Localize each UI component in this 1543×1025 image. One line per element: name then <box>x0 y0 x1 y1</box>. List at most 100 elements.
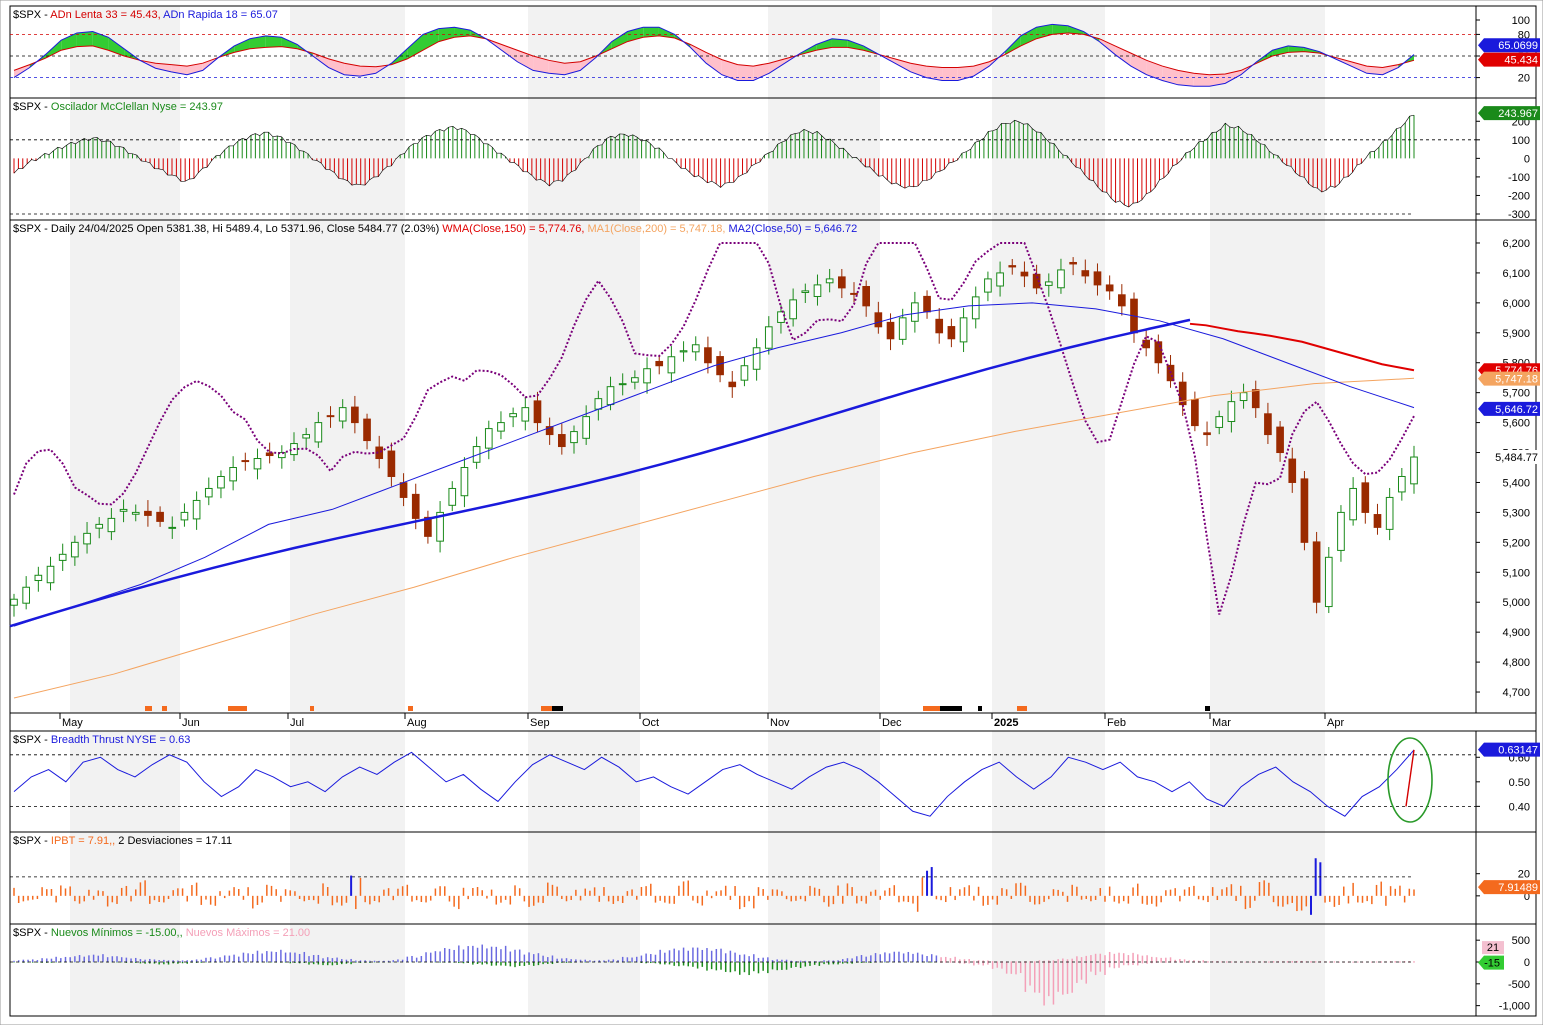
legend-entry: ADn Rapida 18 = 65.07 <box>163 9 278 21</box>
candle-body <box>1203 432 1211 436</box>
ticker-label: $SPX - <box>13 835 51 847</box>
candle-body <box>813 284 822 297</box>
bull-fill <box>407 34 423 59</box>
oscillator-line <box>13 114 1415 208</box>
value-readout-label: 5,646.72 <box>1495 404 1538 416</box>
month-band <box>70 220 180 713</box>
y-tick-label: 5,600 <box>1502 418 1530 430</box>
event-marker <box>541 706 552 711</box>
y-tick-label: 5,700 <box>1502 388 1530 400</box>
candle-body <box>95 523 104 529</box>
month-band <box>768 832 880 924</box>
candle-body <box>460 467 469 497</box>
candle-body <box>850 292 858 295</box>
bear-fill <box>533 56 549 74</box>
candle-body <box>643 368 651 384</box>
y-tick-label: 6,200 <box>1502 238 1530 250</box>
candle-body <box>46 565 55 584</box>
candle-body <box>34 574 43 582</box>
candle-body <box>10 598 18 606</box>
bear-fill <box>187 63 203 75</box>
pane-legend: $SPX - Breadth Thrust NYSE = 0.63 <box>13 734 190 746</box>
event-marker <box>228 706 247 711</box>
value-readout <box>1478 450 1540 465</box>
candle-body <box>923 295 931 313</box>
candle-body <box>58 553 67 561</box>
month-band <box>1210 832 1325 924</box>
y-tick-label: 6,000 <box>1502 298 1530 310</box>
ticker-label: $SPX - <box>13 9 50 21</box>
legend-entry: Breadth Thrust NYSE = 0.63 <box>51 734 191 746</box>
bear-fill <box>1209 74 1226 87</box>
candle-body <box>886 321 895 340</box>
legend-entry: Nuevos Mínimos = -15.00,, <box>51 927 186 939</box>
bear-fill <box>894 58 911 72</box>
bear-fill <box>926 66 943 81</box>
candle-body <box>1410 456 1418 485</box>
bull-fill <box>611 31 628 49</box>
candle-body <box>1373 514 1382 528</box>
y-tick-label: 5,100 <box>1502 567 1530 579</box>
candle-body <box>1178 381 1187 406</box>
bull-fill <box>45 40 62 59</box>
legend-entry: Oscilador McClellan Nyse = 243.97 <box>51 101 223 113</box>
candle-body <box>667 356 676 374</box>
candle-body <box>1264 413 1272 436</box>
bull-fill <box>234 38 250 53</box>
month-band <box>768 924 880 1016</box>
value-readout-label: 7.91489 <box>1498 882 1538 894</box>
bear-fill <box>753 63 770 81</box>
value-readout-label: 0.63147 <box>1498 745 1538 757</box>
candle-body <box>253 458 262 470</box>
candle-body <box>83 532 91 545</box>
x-tick-label: Jun <box>182 717 200 729</box>
y-tick-label: 0 <box>1524 891 1530 903</box>
candle-body <box>1008 265 1017 268</box>
bull-fill <box>816 38 832 51</box>
month-band <box>528 832 640 924</box>
candle-body <box>752 347 761 370</box>
breadth-thrust-spike <box>1405 749 1415 807</box>
y-tick-label: 5,300 <box>1502 507 1530 519</box>
candle-body <box>862 286 871 307</box>
month-band <box>70 924 180 1016</box>
bear-fill <box>1366 66 1383 75</box>
month-band <box>528 220 640 713</box>
value-readout <box>1482 941 1504 955</box>
value-readout-label: 243.967 <box>1498 108 1538 120</box>
candle-body <box>326 415 335 418</box>
candle-body <box>984 278 992 293</box>
candle-body <box>277 452 286 459</box>
event-marker <box>310 706 314 711</box>
x-tick-label: 2025 <box>994 717 1018 729</box>
candle-body <box>1288 458 1297 483</box>
y-tick-label: -300 <box>1508 209 1530 221</box>
month-band <box>290 220 405 713</box>
series-line-fast <box>13 23 1415 87</box>
candle-body <box>716 356 724 376</box>
candle-body <box>448 487 457 506</box>
y-tick-label: 20 <box>1518 869 1530 881</box>
candle-body <box>1020 271 1029 277</box>
candle-body <box>898 317 907 340</box>
candle-body <box>1105 284 1114 292</box>
bear-fill <box>14 64 30 78</box>
pane-legend: $SPX - Oscilador McClellan Nyse = 243.97 <box>13 101 223 113</box>
value-readout <box>1478 106 1540 121</box>
candle-body <box>704 347 712 364</box>
value-readout <box>1478 955 1504 970</box>
x-axis-strip <box>9 712 1537 732</box>
candle-body <box>764 326 773 349</box>
candle-body <box>351 406 359 424</box>
bear-fill <box>1193 73 1210 87</box>
candle-body <box>204 487 213 498</box>
candle-body <box>1361 482 1370 513</box>
dotted-overlay <box>13 241 1415 615</box>
bear-fill <box>1351 61 1367 74</box>
candle-body <box>411 493 420 519</box>
candle-body <box>825 278 834 284</box>
candle-body <box>1312 541 1321 603</box>
value-readout-label: 5,747.18 <box>1495 374 1538 386</box>
bull-fill <box>1005 35 1021 55</box>
candle-body <box>472 446 481 463</box>
